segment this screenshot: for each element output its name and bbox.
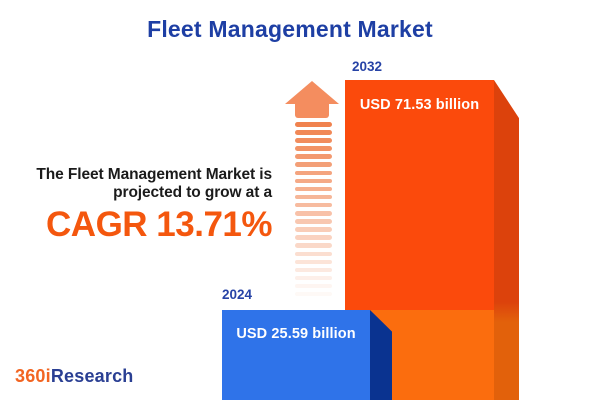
bar-2024	[222, 310, 370, 400]
bar-2032-side-face	[494, 80, 519, 400]
bar-2032-value: USD 71.53 billion	[359, 97, 480, 113]
arrow-head	[285, 81, 339, 118]
annotation-line-2: projected to grow at a	[113, 183, 272, 201]
bar-2024-side-face	[370, 310, 392, 400]
bar-2024-value: USD 25.59 billion	[236, 326, 356, 342]
arrow-stripes	[295, 122, 332, 300]
logo-part-blue: Research	[50, 366, 134, 386]
annotation-block: The Fleet Management Market is projected…	[10, 166, 272, 245]
cagr-value: CAGR 13.71%	[46, 205, 272, 244]
logo-part-orange: 360i	[15, 366, 51, 386]
bar-label-2024: 2024	[222, 287, 253, 302]
growth-arrow-icon	[284, 80, 340, 305]
annotation-line-1: The Fleet Management Market is	[36, 166, 272, 183]
page-title: Fleet Management Market	[147, 16, 433, 42]
company-logo: 360iResearch	[15, 366, 134, 387]
bar-label-2032: 2032	[352, 59, 383, 74]
